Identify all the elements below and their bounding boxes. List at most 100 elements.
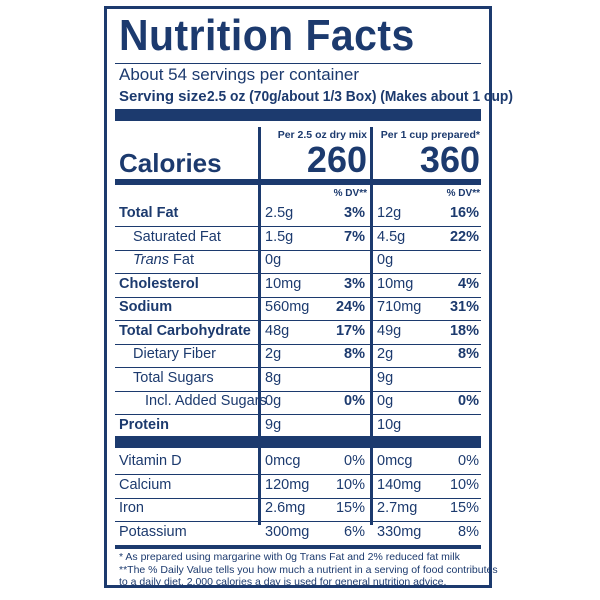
prepared-amount: 0g [377,393,394,409]
dry-amount: 0g [265,393,282,409]
dry-amount: 2.5g [265,205,294,221]
calories-dry-mix: 260 [306,139,367,180]
medium-divider [115,179,481,185]
prepared-amount: 10g [377,416,402,433]
prepared-percent-dv: 22% [449,228,479,245]
thick-divider [115,436,481,448]
dry-amount: 2g [265,346,282,362]
prepared-amount: 140mg [377,476,422,493]
column-separator [370,127,373,525]
row-divider [115,414,481,415]
dry-amount: 10mg [265,275,302,292]
dry-amount: 1.5g [265,228,294,245]
prepared-amount: 0g [377,252,394,268]
serving-size-value: 2.5 oz (70g/about 1/3 Box) (Makes about … [207,88,513,105]
dry-amount: 48g [265,322,290,339]
row-divider [115,497,481,499]
dry-amount: 560mg [265,299,310,315]
dv-header-dry: % DV** [333,188,367,199]
nutrient-label: Total Fat [119,205,179,221]
dry-amount: 2.6mg [265,500,306,516]
prepared-percent-dv: 31% [449,299,479,315]
dry-percent-dv: 7% [344,228,365,245]
prepared-percent-dv: 18% [449,322,479,339]
dry-percent-dv: 8% [344,346,365,362]
prepared-amount: 4.5g [377,228,406,245]
row-divider [115,273,481,274]
vitamin-label: Potassium [119,523,187,540]
prepared-percent-dv: 0% [458,453,479,469]
vitamin-label: Calcium [119,476,172,493]
prepared-percent-dv: 8% [458,523,479,540]
dry-percent-dv: 0% [344,453,365,469]
servings-per-container: About 54 servings per container [119,65,360,84]
vitamin-label: Vitamin D [119,453,182,469]
dry-percent-dv: 3% [344,275,365,292]
serving-size-label: Serving size [119,88,207,105]
prepared-percent-dv: 8% [458,346,479,362]
dry-amount: 0g [265,252,282,268]
prepared-percent-dv: 10% [449,476,479,493]
nutrient-label: Incl. Added Sugars [145,393,267,409]
row-divider [115,521,481,522]
dry-percent-dv: 3% [344,205,365,221]
prepared-amount: 710mg [377,299,422,315]
nutrient-label-italic: Trans [133,252,169,268]
prepared-amount: 2g [377,346,394,362]
nutrient-label-rest: Fat [169,252,194,268]
prepared-amount: 9g [377,369,394,386]
dry-amount: 9g [265,416,282,433]
vitamin-label: Iron [119,500,144,516]
row-divider [115,474,481,475]
row-divider [115,320,481,321]
row-divider [115,226,481,227]
prepared-percent-dv: 4% [458,275,479,292]
nutrient-label: Dietary Fiber [133,346,216,362]
calories-prepared: 360 [419,139,480,180]
panel-title: Nutrition Facts [119,11,415,60]
nutrient-label: Protein [119,416,169,433]
nutrition-facts-panel: Nutrition Facts About 54 servings per co… [104,6,513,588]
row-divider [115,296,481,298]
footnote-daily-value-cont: to a daily diet. 2,000 calories a day is… [119,576,447,588]
dry-percent-dv: 17% [335,322,365,339]
row-divider [115,249,481,251]
nutrient-label: Total Sugars [133,369,214,386]
prepared-amount: 330mg [377,523,422,540]
row-divider [115,390,481,392]
row-divider [115,367,481,368]
nutrient-label: Sodium [119,299,173,315]
footnote-prepared: * As prepared using margarine with 0g Tr… [119,551,460,563]
divider [115,63,481,64]
prepared-amount: 10mg [377,275,414,292]
calories-label: Calories [119,148,222,178]
row-divider [115,343,481,345]
prepared-amount: 2.7mg [377,500,418,516]
thick-divider [115,109,481,121]
nutrient-label: Total Carbohydrate [119,322,251,339]
dry-percent-dv: 6% [344,523,365,540]
prepared-percent-dv: 16% [449,205,479,221]
nutrient-label: Saturated Fat [133,228,221,245]
column-separator [258,127,261,525]
prepared-percent-dv: 15% [449,500,479,516]
prepared-amount: 0mcg [377,453,413,469]
nutrient-label: Cholesterol [119,275,199,292]
dry-percent-dv: 10% [335,476,365,493]
dry-mix-header: Per 2.5 oz dry mix [277,129,367,141]
dry-amount: 0mcg [265,453,301,469]
prepared-amount: 12g [377,205,402,221]
prepared-amount: 49g [377,322,402,339]
prepared-percent-dv: 0% [458,393,479,409]
dry-percent-dv: 0% [344,393,365,409]
footnote-daily-value: **The % Daily Value tells you how much a… [119,564,498,576]
dv-header-prepared: % DV** [446,188,480,199]
prepared-header: Per 1 cup prepared* [380,129,480,141]
nutrient-label: Trans Fat [133,252,194,268]
footnote-divider [115,545,481,549]
dry-percent-dv: 24% [335,299,365,315]
dry-amount: 120mg [265,476,310,493]
dry-percent-dv: 15% [335,500,365,516]
dry-amount: 8g [265,369,282,386]
dry-amount: 300mg [265,523,310,540]
